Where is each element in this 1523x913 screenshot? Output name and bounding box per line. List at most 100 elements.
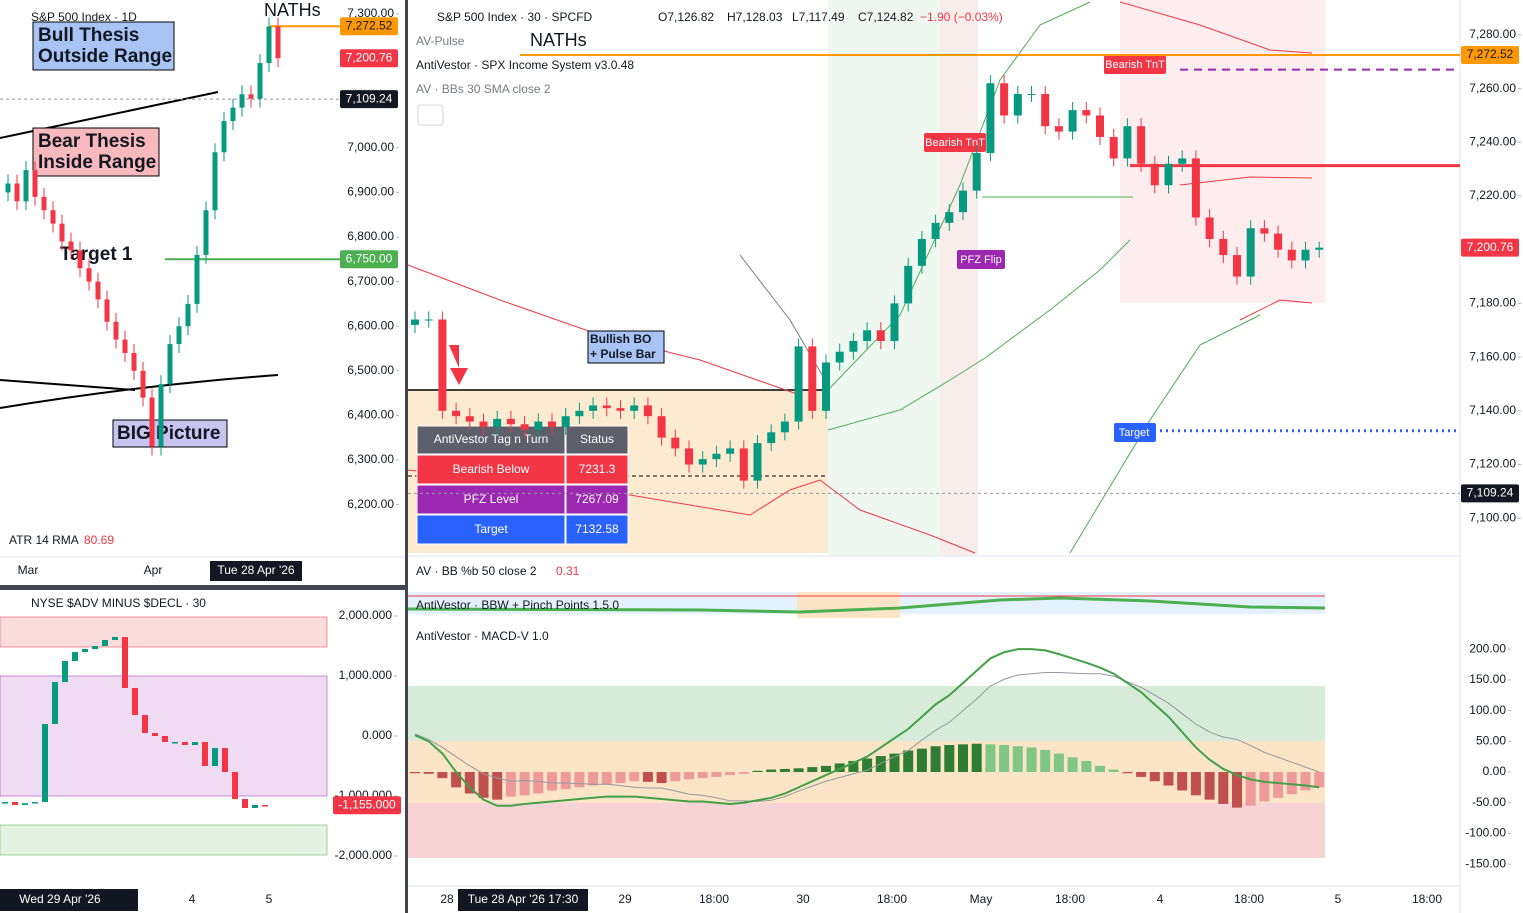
histogram-bar (1067, 757, 1078, 773)
price-label-box (340, 17, 398, 36)
histogram-bar (779, 768, 790, 773)
x-tick-label: 29 (618, 892, 632, 906)
candle-body (12, 802, 18, 806)
y-tick-label: 7,100.00 (1469, 510, 1516, 524)
candle-body (140, 370, 146, 398)
x-tick-label: 5 (1335, 892, 1342, 906)
candle-body (1041, 93, 1050, 127)
candle-body (602, 405, 611, 409)
annotation-box (32, 127, 160, 177)
histogram-bar (615, 772, 626, 784)
candle-body (242, 799, 248, 809)
ohlc: L7,117.49 (792, 10, 845, 24)
table-cell (416, 454, 566, 485)
histogram-bar (629, 772, 640, 782)
histogram-bar (862, 758, 873, 773)
candle-body (1233, 255, 1241, 277)
candle-body (176, 326, 182, 345)
ohlc: O7,126.82 (658, 10, 714, 24)
x-tick-label: 18:00 (699, 892, 729, 906)
candle-body (194, 254, 200, 304)
histogram-bar (423, 772, 434, 774)
y-tick-label: 0.000 (362, 728, 392, 742)
candle-body (835, 351, 844, 363)
candle-body (14, 183, 20, 202)
candle-body (1164, 163, 1173, 186)
histogram-bar (1190, 772, 1201, 796)
histogram-bar (478, 772, 489, 798)
table-cell (565, 484, 629, 515)
histogram-bar (903, 750, 914, 773)
histogram-bar (670, 772, 681, 782)
candle-body (1054, 126, 1063, 132)
y-tick-label: 200.00 (1469, 641, 1506, 655)
y-tick-label: 7,220.00 (1469, 188, 1516, 202)
candle-body (50, 210, 56, 224)
candle-body (1150, 163, 1159, 186)
candle-body (202, 742, 208, 767)
candle-body (1191, 158, 1200, 218)
y-tick-label: 6,200.00 (347, 497, 394, 511)
trendline (0, 374, 279, 409)
price-label-box (333, 796, 401, 815)
histogram-bar (930, 746, 941, 773)
y-tick-label: -100.00 (1465, 826, 1506, 840)
histogram-bar (1026, 747, 1037, 773)
candle-body (753, 443, 762, 481)
histogram-bar (697, 772, 708, 779)
histogram-bar (985, 744, 996, 773)
annotation: Outside Range (38, 46, 172, 67)
label-box (1114, 423, 1156, 442)
table-cell (416, 514, 566, 545)
table-header: Status (580, 432, 614, 446)
price-label: 7,200.76 (1467, 240, 1514, 254)
histogram-bar (834, 763, 845, 773)
candle-body (132, 687, 138, 715)
histogram-bar (547, 772, 557, 791)
histogram-bar (875, 756, 886, 773)
candle-body (62, 660, 68, 682)
collapse-button[interactable] (417, 104, 444, 126)
candle-body (182, 742, 188, 746)
candle-body (1137, 126, 1146, 164)
histogram-bar (464, 772, 475, 794)
candle-body (32, 170, 38, 197)
candle-body (575, 410, 584, 417)
histogram-bar (1232, 772, 1242, 808)
candle-body (589, 405, 598, 411)
y-tick-label: 6,800.00 (347, 229, 394, 243)
candle-body (630, 405, 639, 411)
histogram-bar (821, 765, 831, 773)
x-tick-label: 18:00 (1234, 892, 1264, 906)
candle-body (616, 408, 625, 411)
histogram-bar (1300, 772, 1311, 791)
pane-title: NYSE $ADV MINUS $DECL · 30 (31, 596, 206, 610)
candle-body (221, 121, 227, 153)
divider (0, 585, 405, 590)
candle-body (863, 330, 872, 342)
histogram-bar (684, 772, 694, 780)
candle-body (72, 651, 78, 661)
candle-body (1027, 93, 1036, 95)
candle-body (152, 732, 158, 736)
histogram-bar (1081, 760, 1092, 773)
candle-body (506, 418, 515, 425)
pane-title: S&P 500 Index · 30 · SPCFD (437, 10, 593, 24)
annotation: NATHs (264, 0, 321, 20)
indicator-name: ATR 14 RMA (9, 533, 79, 547)
candle-body (104, 299, 110, 322)
candle-body (142, 714, 148, 733)
histogram-bar (642, 772, 653, 782)
candle-body (849, 341, 858, 352)
y-tick-label: 7,160.00 (1469, 349, 1516, 363)
band (0, 824, 328, 856)
y-tick-label: 7,280.00 (1469, 27, 1516, 41)
price-label: 7,109.24 (346, 91, 393, 105)
annotation-box (112, 419, 228, 448)
histogram-bar (1259, 772, 1270, 802)
y-tick-label: 7,300.00 (347, 6, 394, 20)
indicator-name: AntiVestor · BBW + Pinch Points 1.5.0 (416, 598, 619, 612)
candle-body (1205, 217, 1214, 239)
y-tick-label: 50.00 (1476, 733, 1506, 747)
